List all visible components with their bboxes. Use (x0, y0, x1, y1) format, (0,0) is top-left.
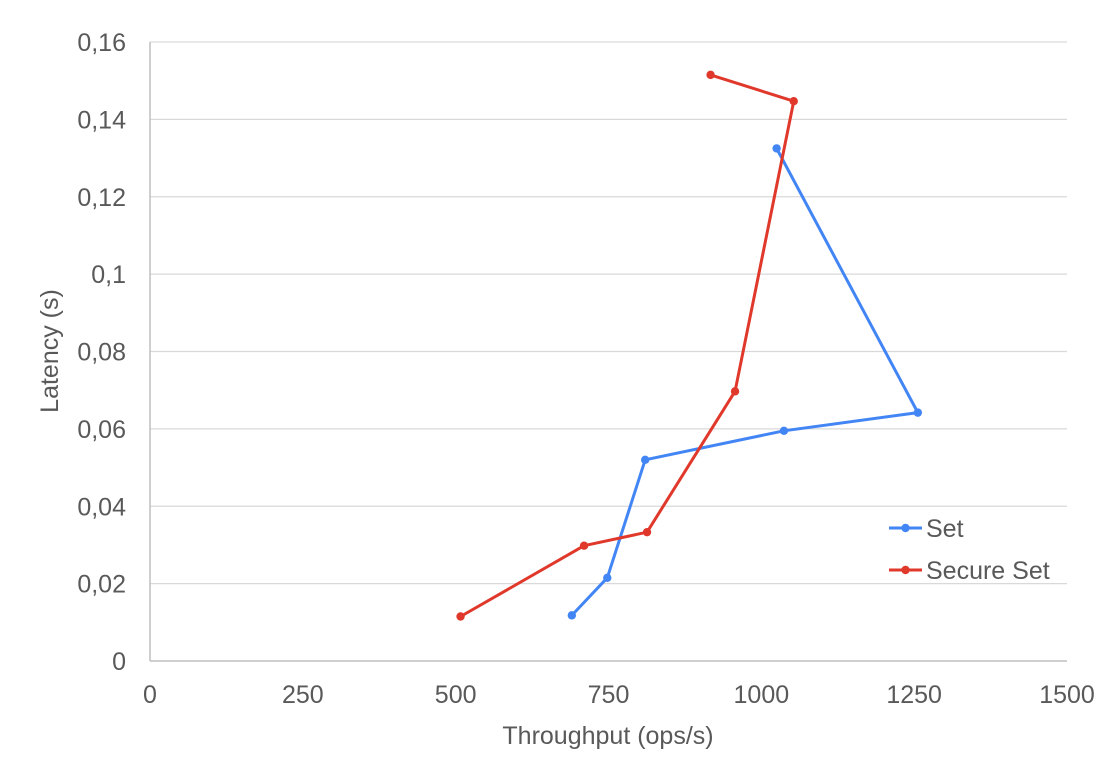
data-point-secure-set (789, 96, 798, 106)
gridlines (150, 41, 1067, 585)
x-axis-title: Throughput (ops/s) (502, 722, 713, 750)
y-tick-label: 0,08 (77, 339, 126, 367)
x-tick-label: 1000 (734, 681, 790, 709)
series-line-secure-set (459, 73, 796, 619)
data-point-secure-set (579, 541, 589, 550)
y-tick-label: 0,12 (77, 184, 126, 212)
data-point-set (772, 144, 781, 153)
series-line-set (570, 146, 920, 617)
data-point-secure-set (730, 387, 740, 396)
legend-label-set: Set (926, 515, 964, 543)
x-tick-label: 0 (143, 681, 157, 709)
data-point-secure-set (456, 612, 465, 621)
data-point-set (779, 426, 789, 436)
x-tick-label: 1250 (886, 681, 942, 709)
y-tick-label: 0 (112, 648, 126, 676)
data-point-secure-set (706, 70, 715, 80)
legend-marker-set (901, 523, 910, 533)
y-tick-label: 0,06 (77, 416, 126, 444)
y-tick-label: 0,16 (77, 29, 126, 57)
axes: 0 0,02 0,04 0,06 0,08 0,1 0,12 0,14 0,16 0 250 500 7… (77, 29, 1094, 709)
x-tick-label: 500 (435, 681, 477, 709)
data-point-set (567, 611, 577, 620)
y-tick-label: 0,02 (77, 571, 126, 599)
y-tick-label: 0,14 (77, 106, 126, 134)
y-tick-label: 0,04 (77, 493, 126, 521)
y-tick-label: 0,1 (91, 261, 126, 289)
y-axis-title: Latency (s) (36, 289, 64, 413)
series-lines (456, 70, 923, 621)
legend-marker-secure-set (901, 565, 910, 575)
x-tick-label: 750 (588, 681, 630, 709)
data-point-set (913, 408, 923, 417)
data-point-set (603, 573, 612, 583)
legend: Set Secure Set (889, 515, 1050, 585)
x-tick-label: 1500 (1039, 681, 1095, 709)
data-point-set (640, 455, 650, 465)
legend-label-secure-set: Secure Set (926, 557, 1050, 585)
data-point-secure-set (642, 527, 652, 537)
x-tick-label: 250 (282, 681, 324, 709)
